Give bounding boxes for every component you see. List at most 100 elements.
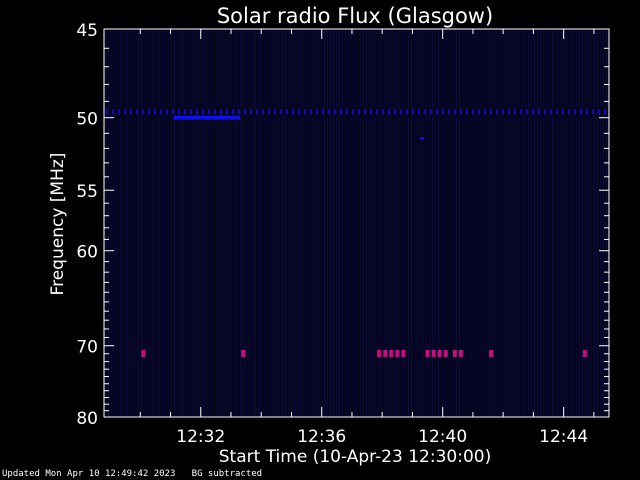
- band-49-6mhz-dash: [514, 109, 516, 115]
- burst-marker: [452, 349, 457, 357]
- band-49-6mhz-dash: [244, 109, 246, 115]
- band-49-6mhz-dash: [298, 109, 300, 115]
- noise-stripe: [411, 30, 412, 416]
- y-tick-label: 55: [76, 182, 98, 202]
- noise-stripe: [213, 30, 214, 416]
- noise-stripe: [435, 30, 436, 416]
- noise-stripe: [276, 30, 277, 416]
- band-49-6mhz-dash: [274, 109, 276, 115]
- noise-stripe: [120, 30, 121, 416]
- noise-stripe: [483, 30, 484, 416]
- noise-stripe: [267, 30, 268, 416]
- noise-stripe: [462, 30, 463, 416]
- burst-markers: [141, 349, 587, 357]
- noise-stripe: [348, 30, 349, 416]
- noise-stripe: [558, 30, 559, 416]
- noise-stripe: [426, 30, 427, 416]
- band-49-6mhz-dash: [538, 109, 540, 115]
- noise-stripe: [135, 30, 136, 416]
- noise-stripe: [429, 30, 430, 416]
- noise-stripe: [264, 30, 265, 416]
- noise-stripe: [132, 30, 133, 416]
- noise-stripe: [564, 30, 565, 416]
- noise-stripe: [396, 30, 397, 416]
- band-49-6mhz-dash: [232, 109, 234, 115]
- noise-stripe: [210, 30, 211, 416]
- noise-stripe: [477, 30, 478, 416]
- noise-stripe: [603, 30, 604, 416]
- band-49-6mhz-dash: [286, 109, 288, 115]
- noise-stripe: [522, 30, 523, 416]
- noise-stripe: [471, 30, 472, 416]
- noise-stripe: [138, 30, 139, 416]
- noise-stripe: [540, 30, 541, 416]
- noise-stripe: [486, 30, 487, 416]
- band-49-6mhz-dash: [472, 109, 474, 115]
- noise-stripe: [582, 30, 583, 416]
- band-49-6mhz-dash: [598, 109, 600, 115]
- noise-stripe: [384, 30, 385, 416]
- noise-stripe: [567, 30, 568, 416]
- noise-stripe: [474, 30, 475, 416]
- noise-stripe: [573, 30, 574, 416]
- noise-stripe: [318, 30, 319, 416]
- noise-stripe: [192, 30, 193, 416]
- noise-stripe: [258, 30, 259, 416]
- noise-stripe: [150, 30, 151, 416]
- noise-stripe: [363, 30, 364, 416]
- y-tick-label: 70: [76, 338, 98, 358]
- band-49-6mhz-dash: [106, 109, 108, 115]
- noise-stripe: [513, 30, 514, 416]
- chart-title: Solar radio Flux (Glasgow): [217, 4, 493, 28]
- band-49-6mhz-dash: [178, 109, 180, 115]
- noise-stripe: [360, 30, 361, 416]
- band-49-6mhz-dash: [112, 109, 114, 115]
- band-49-6mhz-dash: [118, 109, 120, 115]
- band-49-6mhz-dash: [442, 109, 444, 115]
- y-tick-label: 80: [76, 409, 98, 429]
- noise-stripe: [339, 30, 340, 416]
- band-49-6mhz-dash: [466, 109, 468, 115]
- noise-stripe: [117, 30, 118, 416]
- noise-stripe: [294, 30, 295, 416]
- noise-stripe: [390, 30, 391, 416]
- noise-stripe: [183, 30, 184, 416]
- band-49-6mhz-dash: [520, 109, 522, 115]
- burst-marker: [395, 349, 400, 357]
- band-49-6mhz-dash: [352, 109, 354, 115]
- band-49-6mhz-dash: [160, 109, 162, 115]
- noise-stripe: [495, 30, 496, 416]
- noise-stripe: [369, 30, 370, 416]
- band-49-6mhz-dash: [418, 109, 420, 115]
- y-axis-ticks: 45 50 55 60 70 80: [76, 21, 609, 429]
- band-49-6mhz-dash: [580, 109, 582, 115]
- plot-frame: [103, 28, 610, 418]
- noise-stripe: [504, 30, 505, 416]
- noise-stripe: [153, 30, 154, 416]
- band-49-6mhz-dash: [190, 109, 192, 115]
- noise-stripe: [171, 30, 172, 416]
- band-49-6mhz-dash: [136, 109, 138, 115]
- plot-area: [104, 29, 609, 417]
- noise-stripe: [159, 30, 160, 416]
- x-axis-label: Start Time (10-Apr-23 12:30:00): [219, 447, 491, 467]
- noise-stripe: [381, 30, 382, 416]
- band-49-6mhz-dash: [250, 109, 252, 115]
- band-49-6mhz-dash: [460, 109, 462, 115]
- band-49-6mhz-dash: [382, 109, 384, 115]
- noise-stripe: [168, 30, 169, 416]
- noise-stripe: [273, 30, 274, 416]
- noise-stripe: [543, 30, 544, 416]
- noise-stripe: [606, 30, 607, 416]
- band-49-6mhz-dash: [328, 109, 330, 115]
- noise-stripe: [447, 30, 448, 416]
- noise-stripe: [501, 30, 502, 416]
- y-tick-label: 50: [76, 110, 98, 130]
- band-49-6mhz-dash: [400, 109, 402, 115]
- noise-stripe: [372, 30, 373, 416]
- band-49-6mhz-dash: [148, 109, 150, 115]
- band-49-6mhz-dash: [556, 109, 558, 115]
- band-49-6mhz-dash: [484, 109, 486, 115]
- burst-marker: [383, 349, 388, 357]
- noise-stripe: [165, 30, 166, 416]
